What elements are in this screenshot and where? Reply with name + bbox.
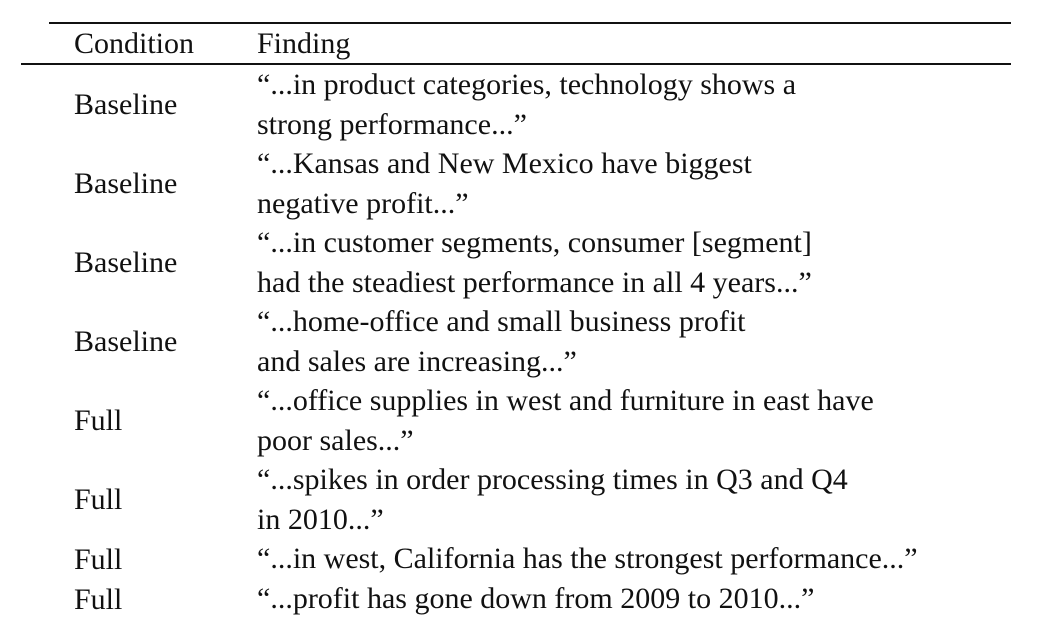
- top-rule: [49, 22, 1011, 24]
- table-header: Condition Finding: [21, 24, 1011, 63]
- header-rule: [21, 63, 1011, 65]
- finding-line: and sales are increasing...”: [257, 344, 577, 378]
- condition-cell: Full: [74, 582, 123, 616]
- finding-cell: “...spikes in order processing times in …: [257, 460, 848, 539]
- finding-line: “...home-office and small business profi…: [257, 305, 746, 338]
- finding-cell: “...home-office and small business profi…: [257, 302, 746, 381]
- table-row: Full “...profit has gone down from 2009 …: [21, 579, 1011, 619]
- table-row: Full “...in west, California has the str…: [21, 539, 1011, 579]
- condition-cell: Baseline: [74, 325, 178, 358]
- finding-cell: “...in customer segments, consumer [segm…: [257, 223, 812, 302]
- finding-line: “...profit has gone down from 2009 to 20…: [257, 582, 815, 616]
- finding-cell: “...in west, California has the stronges…: [257, 539, 918, 579]
- table-row: Full “...office supplies in west and fur…: [21, 381, 1011, 460]
- finding-cell: “...profit has gone down from 2009 to 20…: [257, 579, 814, 619]
- finding-line: “...in west, California has the stronges…: [257, 542, 918, 576]
- finding-line: “...office supplies in west and furnitur…: [257, 384, 874, 417]
- finding-cell: “...office supplies in west and furnitur…: [257, 381, 874, 460]
- finding-line: strong performance...”: [257, 107, 527, 141]
- condition-cell: Baseline: [74, 88, 178, 121]
- finding-cell: “...Kansas and New Mexico have biggest n…: [257, 144, 752, 223]
- table-row: Baseline “...home-office and small busin…: [21, 302, 1011, 381]
- header-finding: Finding: [257, 26, 351, 60]
- finding-line: “...in customer segments, consumer [segm…: [257, 226, 812, 259]
- finding-cell: “...in product categories, technology sh…: [257, 65, 796, 144]
- findings-table: Condition Finding Baseline “...in produc…: [21, 22, 1011, 619]
- table-row: Full “...spikes in order processing time…: [21, 460, 1011, 539]
- condition-cell: Baseline: [74, 246, 178, 279]
- table-row: Baseline “...Kansas and New Mexico have …: [21, 144, 1011, 223]
- finding-line: “...spikes in order processing times in …: [257, 463, 848, 496]
- finding-line: in 2010...”: [257, 502, 384, 536]
- condition-cell: Full: [74, 404, 123, 437]
- finding-line: “...in product categories, technology sh…: [257, 68, 797, 101]
- condition-cell: Full: [74, 542, 123, 576]
- condition-cell: Full: [74, 483, 123, 516]
- finding-line: poor sales...”: [257, 423, 414, 457]
- finding-line: “...Kansas and New Mexico have biggest: [257, 147, 752, 180]
- header-condition: Condition: [74, 27, 195, 60]
- table-row: Baseline “...in product categories, tech…: [21, 65, 1011, 144]
- condition-cell: Baseline: [74, 167, 178, 200]
- finding-line: had the steadiest performance in all 4 y…: [257, 265, 812, 299]
- finding-line: negative profit...”: [257, 186, 469, 220]
- table-row: Baseline “...in customer segments, consu…: [21, 223, 1011, 302]
